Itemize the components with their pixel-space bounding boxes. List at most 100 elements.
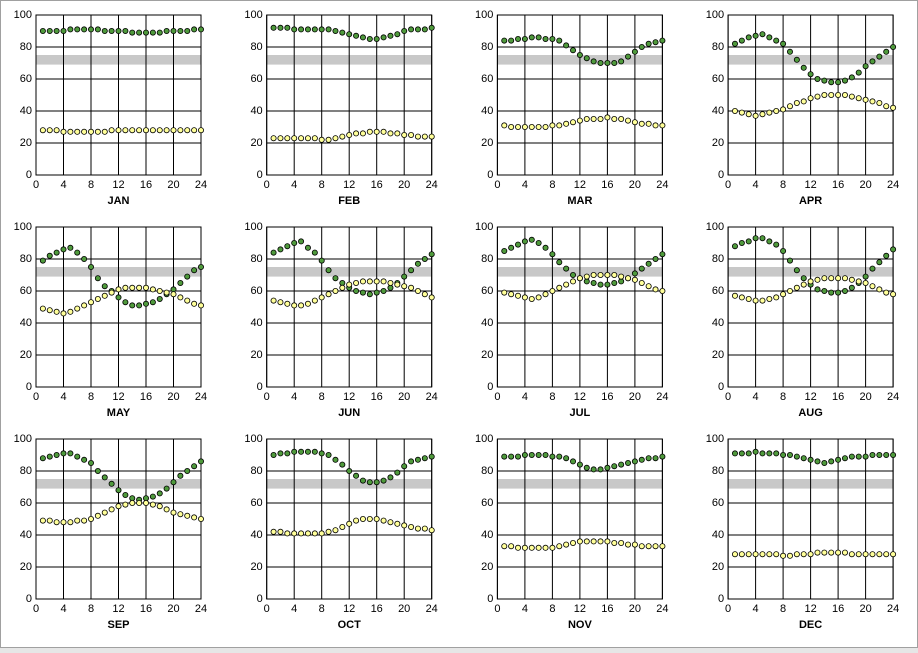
data-point — [821, 549, 828, 556]
data-point — [745, 450, 752, 457]
data-point — [408, 26, 415, 33]
x-tick-label: 0 — [494, 391, 500, 403]
data-point — [270, 24, 277, 31]
data-point — [590, 116, 597, 123]
data-point — [631, 119, 638, 126]
data-point — [535, 34, 542, 41]
data-point — [366, 36, 373, 43]
data-point — [631, 276, 638, 283]
data-point — [81, 255, 88, 262]
data-point — [807, 551, 814, 558]
x-tick-label: 0 — [264, 391, 270, 403]
data-point — [53, 451, 60, 458]
data-point — [421, 291, 428, 298]
x-tick-label: 4 — [60, 179, 66, 191]
data-point — [197, 458, 204, 465]
data-point — [638, 44, 645, 51]
y-tick-label: 40 — [712, 105, 724, 117]
data-point — [170, 291, 177, 298]
data-point — [129, 302, 136, 309]
data-point — [869, 283, 876, 290]
data-point — [325, 528, 332, 535]
data-point — [304, 244, 311, 251]
y-tick-label: 20 — [250, 349, 262, 361]
data-point — [890, 104, 897, 111]
data-point — [401, 463, 408, 470]
x-tick-label: 24 — [887, 391, 899, 403]
data-point — [108, 480, 115, 487]
data-point — [270, 297, 277, 304]
data-point — [325, 26, 332, 33]
data-point — [535, 294, 542, 301]
x-tick-label: 0 — [33, 391, 39, 403]
data-point — [659, 287, 666, 294]
data-point — [731, 292, 738, 299]
y-tick-label: 100 — [706, 221, 724, 233]
x-tick-label: 20 — [859, 391, 871, 403]
plot-border — [496, 14, 663, 176]
data-point — [366, 278, 373, 285]
data-point — [576, 117, 583, 124]
data-point — [184, 467, 191, 474]
data-point — [136, 127, 143, 134]
data-point — [542, 291, 549, 298]
data-point — [604, 60, 611, 67]
x-tick-label: 24 — [195, 391, 207, 403]
data-point — [800, 455, 807, 462]
data-point — [869, 265, 876, 272]
data-point — [122, 284, 129, 291]
y-tick-label: 60 — [20, 497, 32, 509]
data-point — [421, 26, 428, 33]
data-point — [318, 294, 325, 301]
data-point — [876, 451, 883, 458]
data-point — [570, 458, 577, 465]
data-point — [284, 24, 291, 31]
bottom-bar — [0, 648, 918, 653]
x-tick-label: 20 — [167, 391, 179, 403]
y-tick-label: 60 — [250, 497, 262, 509]
y-tick-label: 0 — [718, 169, 724, 181]
data-point — [277, 246, 284, 253]
data-point — [597, 271, 604, 278]
data-point — [590, 538, 597, 545]
data-point — [346, 31, 353, 38]
data-point — [563, 281, 570, 288]
data-point — [46, 453, 53, 460]
data-point — [94, 512, 101, 519]
x-tick-label: 24 — [656, 603, 668, 615]
data-point — [855, 453, 862, 460]
data-point — [67, 26, 74, 33]
data-point — [645, 543, 652, 550]
data-point — [94, 128, 101, 135]
data-point — [353, 32, 360, 39]
data-point — [869, 98, 876, 105]
y-tick-label: 40 — [481, 317, 493, 329]
data-point — [549, 251, 556, 258]
data-point — [625, 459, 632, 466]
data-point — [501, 543, 508, 550]
data-point — [563, 265, 570, 272]
x-tick-label: 8 — [780, 391, 786, 403]
data-point — [759, 297, 766, 304]
plot-border — [727, 226, 894, 388]
data-point — [638, 120, 645, 127]
data-point — [528, 451, 535, 458]
data-point — [841, 92, 848, 99]
data-point — [101, 283, 108, 290]
data-point — [625, 117, 632, 124]
data-point — [373, 128, 380, 135]
y-tick-label: 80 — [712, 253, 724, 265]
data-point — [638, 456, 645, 463]
data-point — [780, 247, 787, 254]
data-point — [528, 34, 535, 41]
data-point — [583, 55, 590, 62]
data-point — [611, 271, 618, 278]
x-tick-label: 20 — [859, 603, 871, 615]
data-point — [332, 527, 339, 534]
data-point — [414, 456, 421, 463]
data-point — [394, 520, 401, 527]
data-point — [311, 249, 318, 256]
data-point — [339, 524, 346, 531]
data-point — [163, 485, 170, 492]
